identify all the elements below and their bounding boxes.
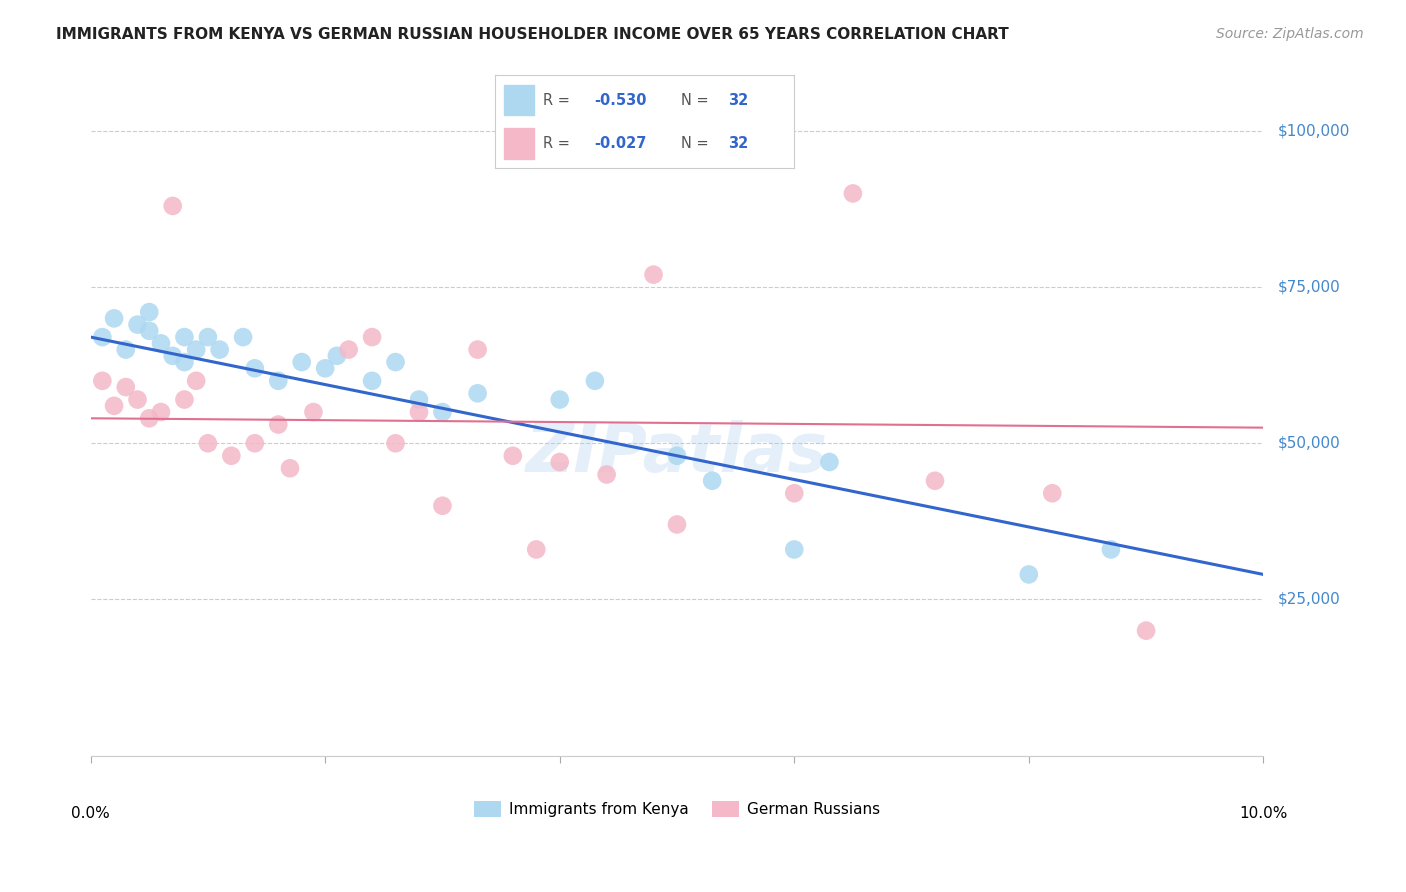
German Russians	[91, 374, 114, 388]
German Russians	[524, 542, 547, 557]
Text: $50,000: $50,000	[1278, 436, 1340, 450]
Immigrants from Kenya	[232, 330, 254, 344]
German Russians	[278, 461, 301, 475]
German Russians	[103, 399, 125, 413]
Legend: Immigrants from Kenya, German Russians: Immigrants from Kenya, German Russians	[468, 796, 886, 823]
German Russians	[432, 499, 454, 513]
Immigrants from Kenya	[666, 449, 689, 463]
Immigrants from Kenya	[208, 343, 231, 357]
German Russians	[666, 517, 689, 532]
Immigrants from Kenya	[326, 349, 349, 363]
German Russians	[173, 392, 195, 407]
Immigrants from Kenya	[467, 386, 489, 401]
German Russians	[197, 436, 219, 450]
German Russians	[186, 374, 208, 388]
Text: Source: ZipAtlas.com: Source: ZipAtlas.com	[1216, 27, 1364, 41]
Text: $100,000: $100,000	[1278, 123, 1350, 138]
German Russians	[267, 417, 290, 432]
Immigrants from Kenya	[138, 305, 160, 319]
Immigrants from Kenya	[91, 330, 114, 344]
German Russians	[924, 474, 946, 488]
Immigrants from Kenya	[243, 361, 266, 376]
Text: 0.0%: 0.0%	[72, 805, 110, 821]
Text: 10.0%: 10.0%	[1239, 805, 1288, 821]
German Russians	[243, 436, 266, 450]
German Russians	[1135, 624, 1157, 638]
German Russians	[643, 268, 665, 282]
German Russians	[127, 392, 149, 407]
German Russians	[162, 199, 184, 213]
German Russians	[1040, 486, 1063, 500]
Immigrants from Kenya	[384, 355, 406, 369]
Immigrants from Kenya	[173, 330, 195, 344]
German Russians	[502, 449, 524, 463]
Immigrants from Kenya	[173, 355, 195, 369]
German Russians	[337, 343, 360, 357]
Immigrants from Kenya	[103, 311, 125, 326]
Immigrants from Kenya	[162, 349, 184, 363]
Immigrants from Kenya	[361, 374, 384, 388]
Immigrants from Kenya	[408, 392, 430, 407]
Immigrants from Kenya	[783, 542, 806, 557]
Immigrants from Kenya	[127, 318, 149, 332]
Text: $75,000: $75,000	[1278, 279, 1340, 294]
Text: IMMIGRANTS FROM KENYA VS GERMAN RUSSIAN HOUSEHOLDER INCOME OVER 65 YEARS CORRELA: IMMIGRANTS FROM KENYA VS GERMAN RUSSIAN …	[56, 27, 1010, 42]
Immigrants from Kenya	[1018, 567, 1040, 582]
Text: ZIPatlas: ZIPatlas	[526, 420, 828, 486]
Immigrants from Kenya	[583, 374, 606, 388]
German Russians	[149, 405, 172, 419]
Immigrants from Kenya	[314, 361, 336, 376]
Immigrants from Kenya	[1099, 542, 1122, 557]
Immigrants from Kenya	[818, 455, 841, 469]
German Russians	[783, 486, 806, 500]
Immigrants from Kenya	[186, 343, 208, 357]
German Russians	[114, 380, 136, 394]
Immigrants from Kenya	[432, 405, 454, 419]
Immigrants from Kenya	[149, 336, 172, 351]
German Russians	[548, 455, 571, 469]
German Russians	[302, 405, 325, 419]
German Russians	[467, 343, 489, 357]
Immigrants from Kenya	[138, 324, 160, 338]
Immigrants from Kenya	[702, 474, 724, 488]
German Russians	[842, 186, 865, 201]
Immigrants from Kenya	[291, 355, 314, 369]
Text: $25,000: $25,000	[1278, 592, 1340, 607]
German Russians	[221, 449, 243, 463]
German Russians	[138, 411, 160, 425]
German Russians	[384, 436, 406, 450]
German Russians	[408, 405, 430, 419]
Immigrants from Kenya	[114, 343, 136, 357]
Immigrants from Kenya	[197, 330, 219, 344]
German Russians	[595, 467, 617, 482]
Immigrants from Kenya	[548, 392, 571, 407]
German Russians	[361, 330, 384, 344]
Immigrants from Kenya	[267, 374, 290, 388]
